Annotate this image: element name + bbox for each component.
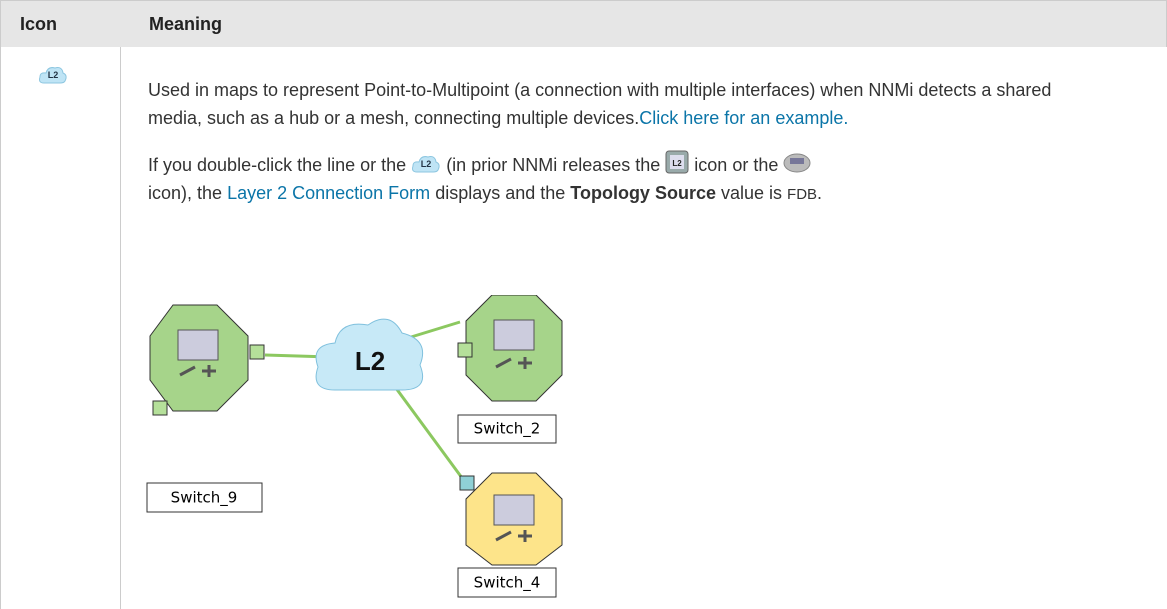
text: . [817,183,823,203]
connection [388,379,467,483]
icon-label: L2 [48,70,59,80]
column-divider [120,47,121,609]
cloud-label: L2 [355,346,385,376]
link[interactable]: Layer 2 Connection Form [227,183,431,203]
code: FDB [787,186,818,203]
icon-label: L2 [673,159,683,168]
switch-node: Switch_4 [457,472,563,598]
node-label: Switch_2 [474,420,541,439]
header-cell: Icon [20,14,58,34]
bold-text: Topology Source [570,183,716,203]
text: icon or the [694,155,779,175]
cloud: L2 [315,318,424,391]
text: Used in maps to represent Point-to-Multi… [148,80,1052,128]
node-label: Switch_4 [474,574,541,593]
hub-icon [783,153,811,173]
text: (in prior NNMi releases the [446,155,661,175]
table-header: Icon Meaning [0,0,1167,47]
text: If you double-click the line or the [148,155,407,175]
paragraph: Used in maps to represent Point-to-Multi… [148,76,1098,132]
border [0,47,1,609]
switch-node: Switch_9 [146,304,265,513]
diagram: Switch_9 L2 Switch_2 Switch_4 [146,295,563,598]
old-l2-icon: L2 [665,150,689,174]
text: icon), the [148,183,223,203]
l2-icon: L2 [39,67,67,84]
text: displays and the [435,183,566,203]
text: value is [720,183,783,203]
link[interactable]: Click here for an example. [639,108,849,128]
node-label: Switch_9 [171,489,238,508]
header-cell: Meaning [149,14,223,34]
switch-node: Switch_2 [457,295,563,444]
icon-label: L2 [421,159,432,169]
meaning-cell: Used in maps to represent Point-to-Multi… [148,76,1098,227]
paragraph: If you double-click the line or the L2 (… [148,150,1098,209]
l2-icon: L2 [412,156,440,173]
